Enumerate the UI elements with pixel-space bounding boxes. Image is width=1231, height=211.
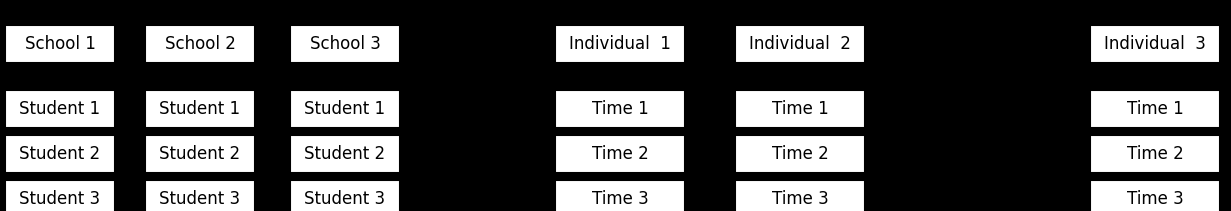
Bar bbox=[145, 90, 255, 128]
Text: Time 2: Time 2 bbox=[592, 145, 649, 163]
Bar bbox=[5, 180, 114, 211]
Text: School 2: School 2 bbox=[165, 35, 235, 53]
Text: Student 1: Student 1 bbox=[20, 100, 101, 118]
Bar bbox=[555, 180, 684, 211]
Bar bbox=[291, 135, 400, 173]
Bar bbox=[5, 90, 114, 128]
Bar bbox=[291, 90, 400, 128]
Bar bbox=[291, 180, 400, 211]
Text: School 1: School 1 bbox=[25, 35, 96, 53]
Text: Student 2: Student 2 bbox=[160, 145, 240, 163]
Text: Student 3: Student 3 bbox=[160, 190, 240, 208]
Bar bbox=[145, 25, 255, 63]
Bar bbox=[5, 135, 114, 173]
Text: Student 3: Student 3 bbox=[20, 190, 101, 208]
Text: Individual  1: Individual 1 bbox=[569, 35, 671, 53]
Text: Student 2: Student 2 bbox=[20, 145, 101, 163]
Bar bbox=[145, 135, 255, 173]
Bar bbox=[735, 180, 865, 211]
Text: Student 3: Student 3 bbox=[304, 190, 385, 208]
Text: Student 1: Student 1 bbox=[160, 100, 240, 118]
Bar bbox=[735, 135, 865, 173]
Text: Student 2: Student 2 bbox=[304, 145, 385, 163]
Text: Time 1: Time 1 bbox=[1126, 100, 1183, 118]
Text: Time 3: Time 3 bbox=[592, 190, 649, 208]
Bar bbox=[555, 135, 684, 173]
Bar bbox=[1089, 90, 1220, 128]
Bar bbox=[145, 180, 255, 211]
Text: Time 2: Time 2 bbox=[772, 145, 828, 163]
Text: Student 1: Student 1 bbox=[304, 100, 385, 118]
Bar bbox=[291, 25, 400, 63]
Bar bbox=[1089, 25, 1220, 63]
Text: Time 3: Time 3 bbox=[1126, 190, 1183, 208]
Text: Individual  2: Individual 2 bbox=[748, 35, 851, 53]
Text: Time 1: Time 1 bbox=[592, 100, 649, 118]
Bar bbox=[555, 25, 684, 63]
Bar bbox=[735, 90, 865, 128]
Bar bbox=[735, 25, 865, 63]
Text: Time 2: Time 2 bbox=[1126, 145, 1183, 163]
Text: Individual  3: Individual 3 bbox=[1104, 35, 1206, 53]
Bar bbox=[1089, 180, 1220, 211]
Bar bbox=[5, 25, 114, 63]
Text: Time 1: Time 1 bbox=[772, 100, 828, 118]
Text: School 3: School 3 bbox=[309, 35, 380, 53]
Text: Time 3: Time 3 bbox=[772, 190, 828, 208]
Bar bbox=[1089, 135, 1220, 173]
Bar bbox=[555, 90, 684, 128]
